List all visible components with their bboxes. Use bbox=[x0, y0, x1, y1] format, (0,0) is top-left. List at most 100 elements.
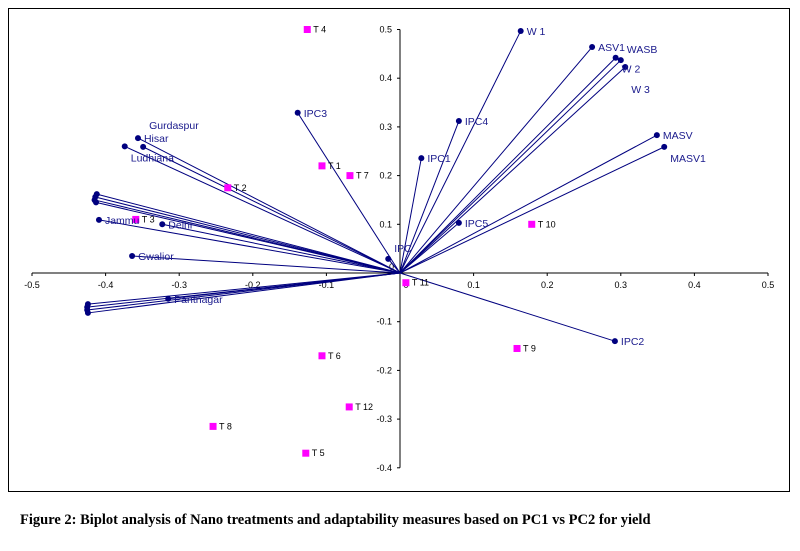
vector-point bbox=[134, 135, 141, 142]
treatment-point bbox=[513, 344, 521, 352]
vector-line bbox=[399, 146, 665, 274]
vector-label: Gurdaspur bbox=[149, 120, 199, 132]
x-tick-label: 0.3 bbox=[615, 280, 628, 290]
vector-point bbox=[385, 255, 392, 262]
vector-line bbox=[399, 120, 460, 274]
treatment-point bbox=[209, 422, 217, 430]
vector-line bbox=[142, 146, 401, 274]
treatment-point bbox=[302, 449, 310, 457]
vector-label: MASV bbox=[663, 130, 693, 142]
treatment-label: T 1 bbox=[328, 161, 341, 171]
y-tick-label: 0.4 bbox=[379, 73, 392, 83]
vector-point bbox=[653, 132, 660, 139]
vector-line bbox=[162, 223, 401, 274]
vector-label: Hisar bbox=[144, 133, 169, 145]
vector-point bbox=[93, 199, 100, 206]
y-tick-label: -0.2 bbox=[376, 365, 392, 375]
vector-line bbox=[399, 30, 522, 274]
chart-frame bbox=[8, 8, 790, 492]
vector-label: W 2 bbox=[622, 64, 641, 76]
vector-line bbox=[399, 157, 422, 274]
treatment-label: T 6 bbox=[328, 351, 341, 361]
y-tick-label: -0.3 bbox=[376, 414, 392, 424]
treatment-point bbox=[303, 26, 311, 33]
vector-point bbox=[129, 252, 136, 259]
vector-label: ASV1 bbox=[598, 42, 625, 54]
vector-label: Ludhiana bbox=[131, 152, 174, 164]
vector-point bbox=[418, 155, 425, 162]
x-tick-label: -0.2 bbox=[245, 280, 261, 290]
figure-caption: Figure 2: Biplot analysis of Nano treatm… bbox=[20, 512, 651, 528]
vector-label: Jammu bbox=[105, 215, 140, 227]
vector-point bbox=[622, 63, 629, 70]
vector-point bbox=[95, 216, 102, 223]
vector-point bbox=[612, 54, 619, 61]
vector-point bbox=[455, 219, 462, 226]
treatment-point bbox=[346, 172, 354, 180]
treatment-label: T 9 bbox=[523, 343, 536, 353]
vector-line bbox=[387, 258, 401, 274]
y-tick-label: 0.2 bbox=[379, 171, 392, 181]
vector-line bbox=[399, 134, 658, 274]
y-tick-label: 0 bbox=[389, 262, 394, 272]
treatment-label: T 8 bbox=[219, 421, 232, 431]
vector-label: Gwalior bbox=[138, 251, 174, 263]
treatment-point bbox=[402, 279, 410, 287]
x-tick-label: -0.4 bbox=[98, 280, 114, 290]
treatment-label: T 4 bbox=[313, 25, 326, 35]
vector-point bbox=[84, 309, 91, 316]
vector-label: IPC5 bbox=[465, 218, 489, 230]
vector-line bbox=[399, 46, 593, 274]
vector-line bbox=[87, 272, 401, 314]
vector-line bbox=[124, 145, 401, 274]
vector-label: IPC bbox=[394, 243, 412, 255]
vector-point bbox=[294, 109, 301, 116]
y-tick-label: 0.1 bbox=[379, 219, 392, 229]
x-tick-label: 0.2 bbox=[541, 280, 554, 290]
vector-label: IPC1 bbox=[427, 153, 451, 165]
vector-line bbox=[399, 66, 626, 274]
y-tick-label: 0.3 bbox=[379, 122, 392, 132]
treatment-label: T 10 bbox=[538, 219, 556, 229]
treatment-label: T 5 bbox=[312, 448, 325, 458]
x-tick-label: 0.5 bbox=[762, 280, 775, 290]
vector-line bbox=[399, 59, 622, 274]
vector-line bbox=[137, 137, 401, 274]
y-tick-label: -0.4 bbox=[376, 463, 392, 473]
treatment-label: T 7 bbox=[356, 171, 369, 181]
vector-point bbox=[661, 143, 668, 150]
vector-line bbox=[96, 193, 401, 274]
vector-point bbox=[159, 221, 166, 228]
vector-point bbox=[455, 118, 462, 125]
treatment-point bbox=[528, 220, 536, 228]
vector-line bbox=[297, 112, 401, 274]
treatment-point bbox=[318, 162, 326, 170]
vector-label: IPC3 bbox=[304, 108, 328, 120]
treatment-label: T 12 bbox=[355, 402, 373, 412]
vector-line bbox=[399, 272, 616, 342]
y-tick-label: -0.1 bbox=[376, 317, 392, 327]
y-tick-label: 0.5 bbox=[379, 25, 392, 35]
vector-line bbox=[132, 255, 401, 274]
treatment-label: T 11 bbox=[412, 278, 429, 288]
vector-label: WASB bbox=[627, 44, 658, 56]
vector-point bbox=[140, 143, 147, 150]
vector-line bbox=[399, 222, 460, 274]
vector-label: IPC2 bbox=[621, 336, 645, 348]
treatment-label: T 3 bbox=[142, 214, 155, 224]
x-tick-label: 0.4 bbox=[688, 280, 701, 290]
x-tick-label: 0.1 bbox=[467, 280, 480, 290]
vector-label: Delhi bbox=[168, 219, 192, 231]
vector-point bbox=[121, 143, 128, 150]
vector-line bbox=[98, 219, 401, 274]
vector-point bbox=[589, 44, 596, 51]
vector-label: IPC4 bbox=[465, 116, 489, 128]
vector-label: W 1 bbox=[527, 26, 546, 38]
biplot-chart: -0.5 -0.4 -0.3 -0.2 -0.1 0 0.1 0.2 0.3 0.4 0.5 -0.4… bbox=[24, 25, 775, 473]
vector-point bbox=[611, 338, 618, 345]
x-tick-label: -0.5 bbox=[24, 280, 40, 290]
vector-label: W 3 bbox=[631, 84, 650, 96]
treatment-point bbox=[345, 403, 353, 411]
vector-line bbox=[95, 201, 401, 274]
vector-point bbox=[617, 57, 624, 64]
